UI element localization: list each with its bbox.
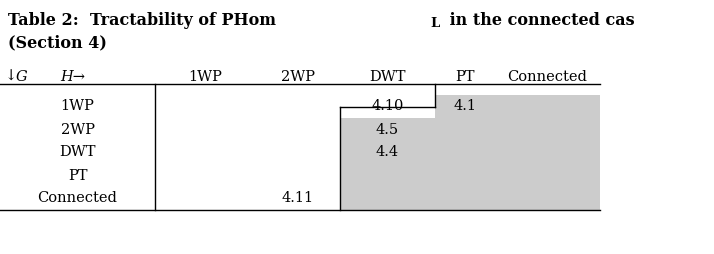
Text: 4.4: 4.4 xyxy=(376,146,399,160)
Text: 1WP: 1WP xyxy=(61,100,94,114)
Text: Connected: Connected xyxy=(508,70,588,84)
Text: L: L xyxy=(430,17,439,30)
Text: PT: PT xyxy=(68,168,87,183)
Text: (Section 4): (Section 4) xyxy=(8,34,107,51)
Text: 4.11: 4.11 xyxy=(281,192,313,205)
Text: 2WP: 2WP xyxy=(281,70,314,84)
Text: 2WP: 2WP xyxy=(61,122,94,136)
Text: 4.10: 4.10 xyxy=(371,100,403,114)
Text: 4.5: 4.5 xyxy=(376,122,399,136)
Text: Table 2:  Tractability of PHom: Table 2: Tractability of PHom xyxy=(8,12,276,29)
Text: ↓: ↓ xyxy=(5,70,17,84)
Text: 4.1: 4.1 xyxy=(453,100,476,114)
Bar xyxy=(435,95,600,118)
Text: H→: H→ xyxy=(60,70,85,84)
Text: Connected: Connected xyxy=(38,192,117,205)
Text: DWT: DWT xyxy=(369,70,406,84)
Text: PT: PT xyxy=(456,70,475,84)
Text: DWT: DWT xyxy=(59,146,96,160)
Text: 1WP: 1WP xyxy=(188,70,222,84)
Text: in the connected cas: in the connected cas xyxy=(444,12,635,29)
Text: G: G xyxy=(16,70,28,84)
Bar xyxy=(340,118,600,210)
